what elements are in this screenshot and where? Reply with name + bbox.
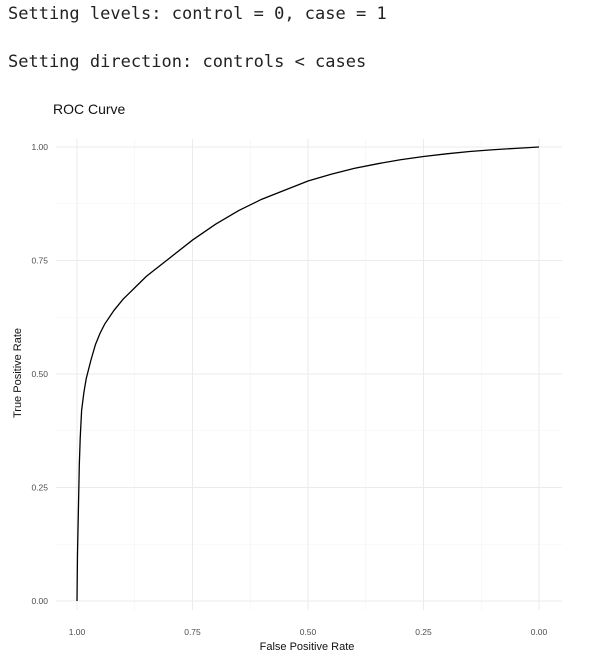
x-tick-label: 0.50 <box>300 627 317 637</box>
y-tick-labels: 0.00 0.25 0.50 0.75 1.00 <box>31 142 48 606</box>
x-tick-label: 0.75 <box>184 627 201 637</box>
x-axis-title: False Positive Rate <box>260 641 355 653</box>
y-tick-label: 0.00 <box>31 596 48 606</box>
x-tick-label: 0.25 <box>415 627 432 637</box>
y-tick-label: 0.25 <box>31 483 48 493</box>
y-tick-label: 0.50 <box>31 369 48 379</box>
x-tick-label: 0.00 <box>531 627 548 637</box>
y-axis-title: True Positive Rate <box>12 328 24 418</box>
y-tick-label: 1.00 <box>31 142 48 152</box>
chart-grid <box>56 139 562 610</box>
roc-chart: 0.000.250.500.751.00 1.00 0.75 0.50 0.25 0.0… <box>12 101 562 653</box>
roc-curve-line <box>76 146 540 602</box>
console-output-direction: Setting direction: controls < cases <box>8 52 367 72</box>
chart-title: ROC Curve <box>53 101 126 117</box>
y-tick-label: 0.75 <box>31 256 48 266</box>
console-output-levels: Setting levels: control = 0, case = 1 <box>8 4 387 24</box>
x-tick-label: 1.00 <box>69 627 86 637</box>
x-tick-labels: 1.00 0.75 0.50 0.25 0.00 <box>69 627 548 637</box>
